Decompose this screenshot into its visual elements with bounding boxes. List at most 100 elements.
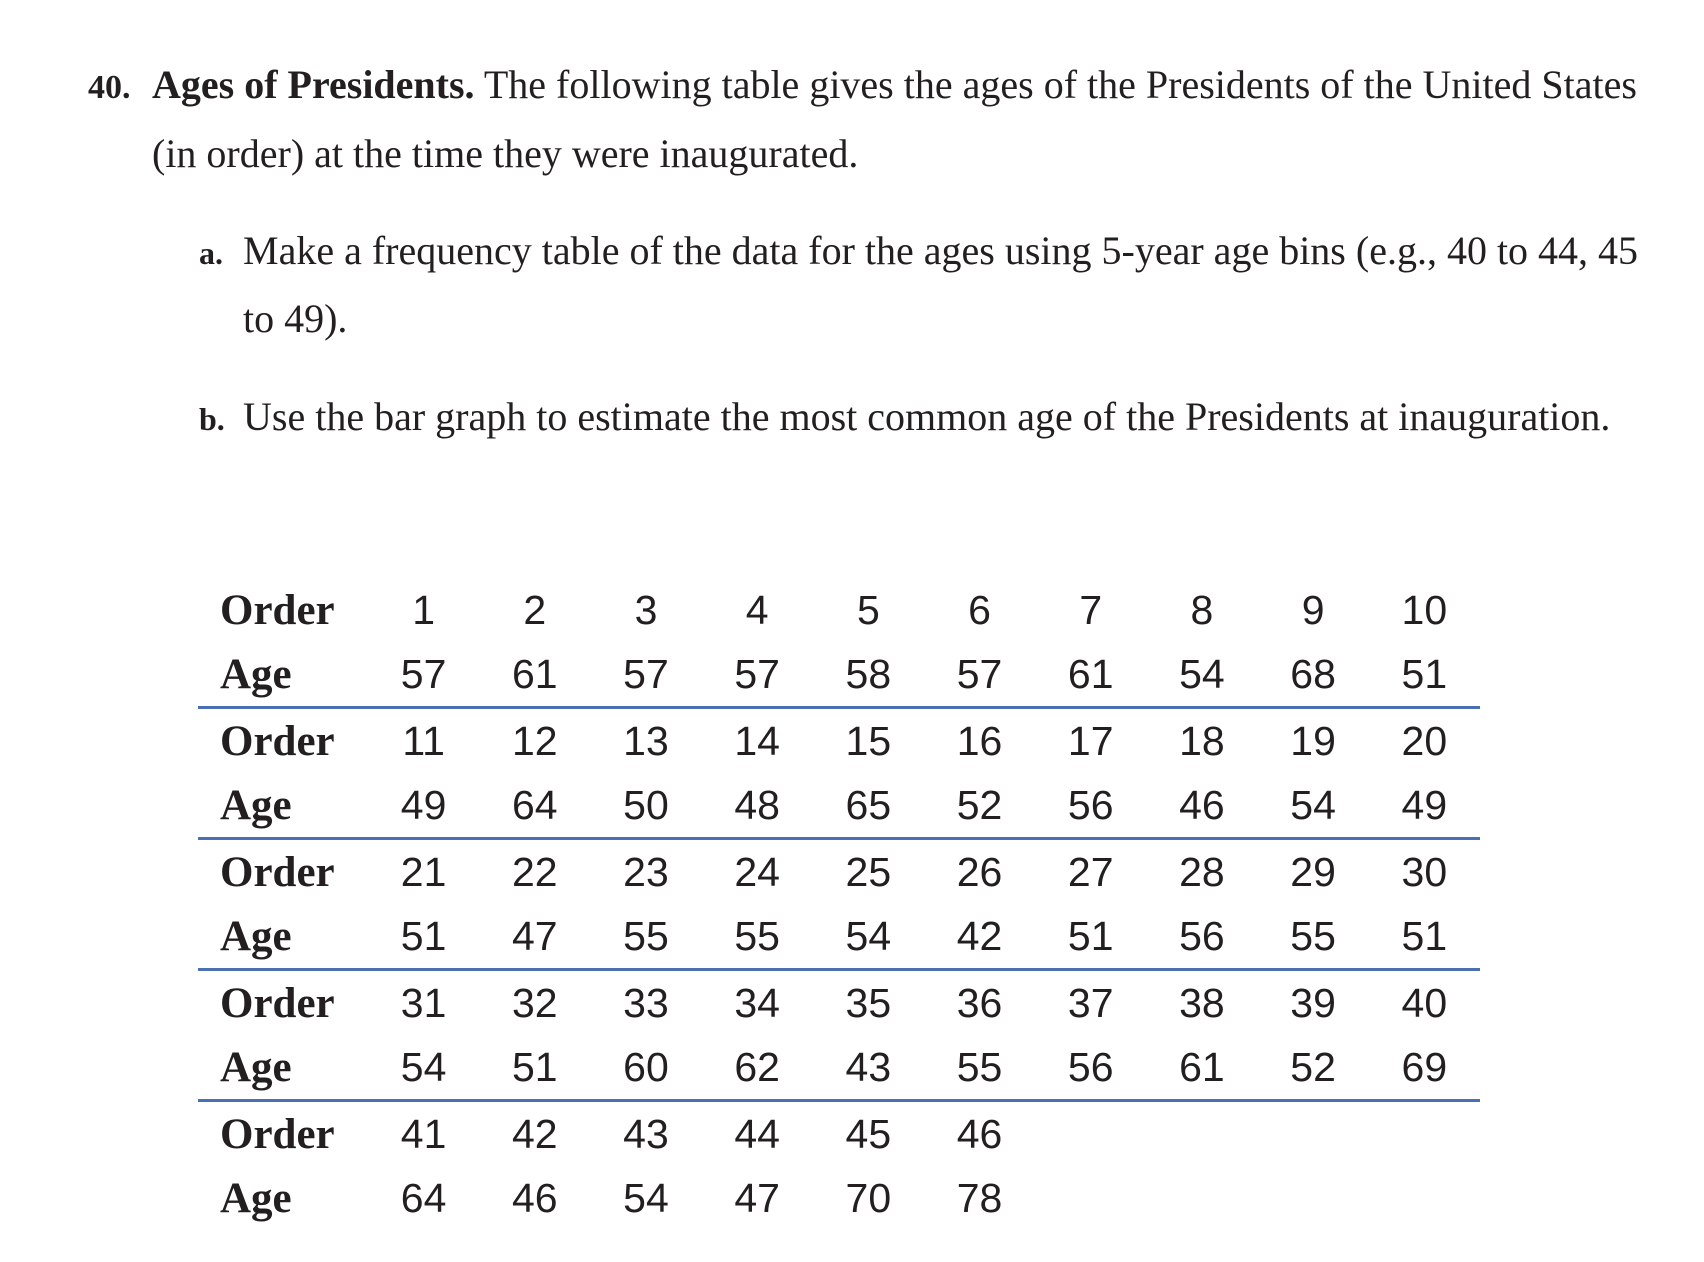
age-cell: 69 xyxy=(1368,1035,1480,1102)
order-row-label: Order xyxy=(220,1110,335,1158)
order-row: Order 11 12 13 14 15 16 17 18 19 20 xyxy=(198,708,1480,774)
problem-number: 40. xyxy=(88,69,131,106)
age-row: Age 51 47 55 55 54 42 51 56 55 51 xyxy=(198,904,1480,971)
order-cell: 14 xyxy=(734,717,780,764)
order-cell: 30 xyxy=(1401,848,1448,895)
age-cell: 61 xyxy=(479,642,591,709)
age-row: Age 57 61 57 57 58 57 61 54 68 51 xyxy=(198,642,1480,709)
order-cell: 24 xyxy=(734,848,780,895)
part-b: b. Use the bar graph to estimate the most… xyxy=(199,384,1679,452)
order-row-label: Order xyxy=(220,717,335,765)
order-cell: 40 xyxy=(1401,979,1448,1026)
age-row: Age 64 46 54 47 70 78 xyxy=(198,1166,1480,1230)
order-row-label: Order xyxy=(220,848,335,896)
age-cell: 61 xyxy=(1035,642,1147,709)
order-cell: 34 xyxy=(734,979,780,1026)
age-cell: 51 xyxy=(1368,904,1480,971)
age-cell: 56 xyxy=(1035,1035,1147,1102)
order-cell: 44 xyxy=(734,1110,780,1157)
age-cell: 47 xyxy=(479,904,591,971)
age-cell: 78 xyxy=(956,1174,1003,1221)
age-cell: 48 xyxy=(701,773,813,840)
order-cell: 21 xyxy=(400,848,447,895)
order-cell: 19 xyxy=(1290,717,1336,764)
age-cell: 47 xyxy=(734,1174,780,1221)
part-b-letter: b. xyxy=(199,401,225,437)
age-cell: 51 xyxy=(368,904,480,971)
order-cell xyxy=(1258,1101,1369,1167)
order-cell: 43 xyxy=(623,1110,669,1157)
age-cell: 43 xyxy=(812,1035,924,1102)
age-cell xyxy=(1146,1166,1257,1230)
age-cell: 54 xyxy=(623,1174,669,1221)
age-cell: 52 xyxy=(923,773,1036,840)
order-cell: 42 xyxy=(511,1110,558,1157)
age-cell: 51 xyxy=(1368,642,1480,709)
order-cell: 28 xyxy=(1179,848,1225,895)
order-cell: 23 xyxy=(623,848,669,895)
order-row-label: Order xyxy=(220,979,335,1027)
order-cell: 11 xyxy=(402,717,445,764)
order-cell: 18 xyxy=(1179,717,1225,764)
order-row: Order 1 2 3 4 5 6 7 8 9 10 xyxy=(198,578,1480,642)
order-cell: 8 xyxy=(1190,586,1214,633)
age-cell: 49 xyxy=(368,773,480,840)
order-cell: 31 xyxy=(400,979,447,1026)
age-cell: 42 xyxy=(923,904,1036,971)
part-a-text: Make a frequency table of the data for t… xyxy=(243,228,1639,341)
age-row: Age 49 64 50 48 65 52 56 46 54 49 xyxy=(198,773,1480,840)
age-row-label: Age xyxy=(220,1174,292,1222)
age-cell: 57 xyxy=(923,642,1036,709)
order-cell: 13 xyxy=(623,717,669,764)
order-cell: 2 xyxy=(523,586,547,633)
order-cell: 41 xyxy=(400,1110,447,1157)
order-cell: 46 xyxy=(956,1110,1003,1157)
age-cell: 68 xyxy=(1257,642,1369,709)
age-cell: 54 xyxy=(1146,642,1258,709)
order-cell: 35 xyxy=(845,979,892,1026)
age-cell: 57 xyxy=(368,642,480,709)
part-a-letter: a. xyxy=(199,235,223,271)
age-cell: 50 xyxy=(590,773,702,840)
age-cell: 56 xyxy=(1146,904,1258,971)
order-cell: 10 xyxy=(1401,586,1448,633)
age-cell: 54 xyxy=(368,1035,480,1102)
order-cell: 27 xyxy=(1067,848,1114,895)
age-cell: 70 xyxy=(845,1174,892,1221)
order-cell: 29 xyxy=(1290,848,1336,895)
order-cell xyxy=(1146,1101,1257,1167)
part-b-text: Use the bar graph to estimate the most c… xyxy=(243,394,1611,439)
order-cell: 26 xyxy=(956,848,1003,895)
age-cell: 55 xyxy=(923,1035,1036,1102)
age-cell: 64 xyxy=(479,773,591,840)
order-row: Order 21 22 23 24 25 26 27 28 29 30 xyxy=(198,839,1480,905)
order-cell: 39 xyxy=(1290,979,1336,1026)
order-row: Order 41 42 43 44 45 46 xyxy=(198,1101,1480,1167)
age-row: Age 54 51 60 62 43 55 56 61 52 69 xyxy=(198,1035,1480,1102)
age-cell: 55 xyxy=(701,904,813,971)
order-cell: 4 xyxy=(745,586,769,633)
age-cell: 57 xyxy=(590,642,702,709)
age-cell: 58 xyxy=(812,642,924,709)
ages-table: Order 1 2 3 4 5 6 7 8 9 10 Age 57 61 57 57 58 57 61 54 68 51 O… xyxy=(198,578,1480,1230)
problem-title: Ages of Presidents. xyxy=(152,62,475,107)
age-cell: 54 xyxy=(1257,773,1369,840)
order-cell: 7 xyxy=(1079,586,1103,633)
order-cell: 1 xyxy=(412,586,435,633)
age-cell: 52 xyxy=(1257,1035,1369,1102)
age-cell: 49 xyxy=(1368,773,1480,840)
age-cell: 55 xyxy=(1257,904,1369,971)
age-cell: 56 xyxy=(1035,773,1147,840)
order-cell: 15 xyxy=(845,717,892,764)
order-cell: 33 xyxy=(623,979,669,1026)
order-row: Order 31 32 33 34 35 36 37 38 39 40 xyxy=(198,970,1480,1036)
age-cell: 54 xyxy=(812,904,924,971)
age-cell: 62 xyxy=(701,1035,813,1102)
age-cell: 46 xyxy=(1146,773,1258,840)
problem-text: The following table gives the ages of th… xyxy=(152,62,1637,176)
part-a: a. Make a frequency table of the data for… xyxy=(199,218,1679,352)
age-cell: 51 xyxy=(479,1035,591,1102)
order-cell: 20 xyxy=(1401,717,1448,764)
problem-statement: 40. Ages of Presidents. The following tab… xyxy=(88,52,1688,187)
order-cell: 16 xyxy=(956,717,1003,764)
